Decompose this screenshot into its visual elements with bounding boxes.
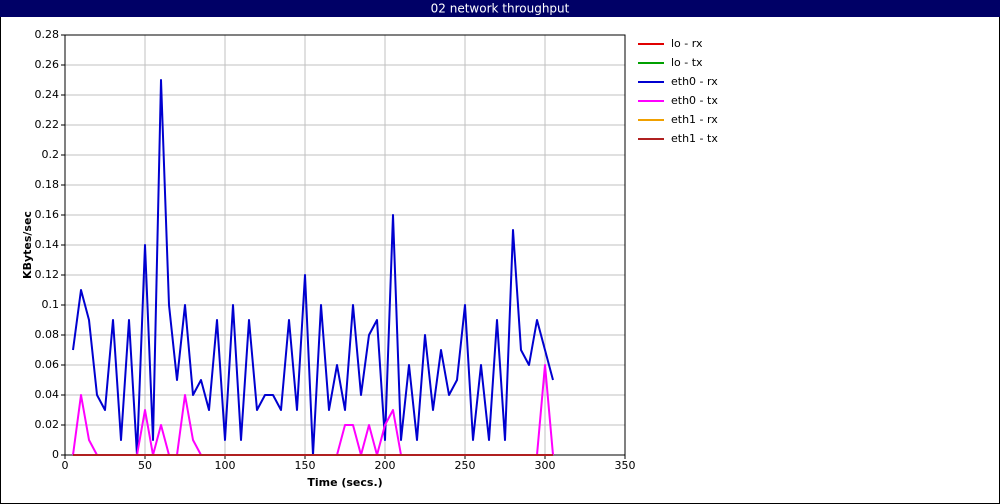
x-tick-label: 0 (62, 459, 69, 472)
x-tick-label: 350 (615, 459, 636, 472)
y-tick-label: 0.06 (35, 358, 60, 371)
y-tick-label: 0.28 (35, 28, 60, 41)
x-tick-label: 100 (215, 459, 236, 472)
y-tick-label: 0.12 (35, 268, 60, 281)
legend-label: eth0 - tx (671, 94, 718, 107)
y-tick-label: 0.16 (35, 208, 60, 221)
y-tick-label: 0.24 (35, 88, 60, 101)
x-tick-label: 50 (138, 459, 152, 472)
y-tick-label: 0.02 (35, 418, 60, 431)
legend-label: eth1 - rx (671, 113, 718, 126)
y-tick-label: 0.1 (42, 298, 60, 311)
x-tick-label: 250 (455, 459, 476, 472)
title-bar (0, 0, 1000, 17)
x-axis-label: Time (secs.) (307, 476, 382, 489)
y-tick-label: 0.2 (42, 148, 60, 161)
y-tick-label: 0.08 (35, 328, 60, 341)
x-tick-label: 150 (295, 459, 316, 472)
y-tick-label: 0.18 (35, 178, 60, 191)
x-tick-label: 300 (535, 459, 556, 472)
y-tick-label: 0 (52, 448, 59, 461)
x-tick-label: 200 (375, 459, 396, 472)
y-tick-label: 0.14 (35, 238, 60, 251)
legend-label: eth0 - rx (671, 75, 718, 88)
legend-label: lo - rx (671, 37, 703, 50)
chart-title: 02 network throughput (431, 2, 570, 16)
legend-label: lo - tx (671, 56, 703, 69)
y-axis-label: KBytes/sec (21, 211, 34, 279)
y-tick-label: 0.26 (35, 58, 60, 71)
legend-label: eth1 - tx (671, 132, 718, 145)
y-tick-label: 0.22 (35, 118, 60, 131)
y-tick-label: 0.04 (35, 388, 60, 401)
